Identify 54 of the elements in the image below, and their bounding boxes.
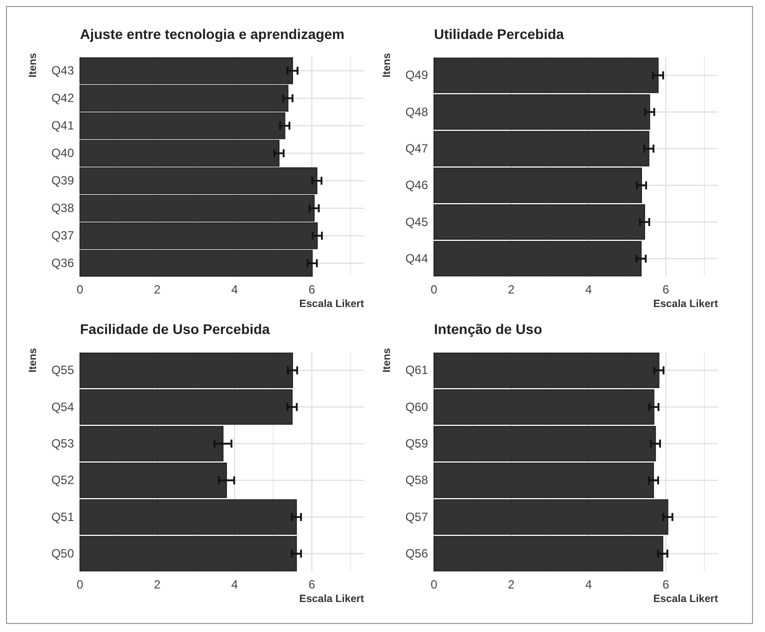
y-tick-label: Q53 <box>51 436 74 451</box>
y-axis-title: Itens <box>27 52 39 78</box>
x-axis-title: Escala Likert <box>653 298 718 310</box>
x-tick-label: 2 <box>154 578 161 592</box>
y-tick-label: Q55 <box>51 363 74 378</box>
x-tick-label: 0 <box>430 282 438 297</box>
x-tick-label: 2 <box>508 578 515 592</box>
x-tick-label: 4 <box>231 282 238 297</box>
chart-title: Intenção de Uso <box>434 321 542 337</box>
y-axis-title: Itens <box>27 348 39 373</box>
x-tick-label: 2 <box>508 282 515 297</box>
x-axis-title: Escala Likert <box>299 298 364 310</box>
chart-title: Utilidade Percebida <box>434 26 564 42</box>
x-tick-label: 4 <box>231 578 238 592</box>
x-tick-label: 2 <box>154 282 161 297</box>
y-tick-label: Q47 <box>405 142 428 156</box>
chart-title: Facilidade de Uso Percebida <box>80 321 270 337</box>
x-tick-label: 6 <box>308 578 316 592</box>
y-tick-label: Q51 <box>51 510 74 524</box>
x-tick-label: 0 <box>430 578 438 592</box>
y-tick-label: Q36 <box>51 256 74 270</box>
x-tick-label: 6 <box>308 282 316 297</box>
x-axis-title: Escala Likert <box>299 593 364 605</box>
y-tick-label: Q48 <box>405 104 428 119</box>
y-tick-label: Q61 <box>405 363 428 378</box>
y-tick-label: Q45 <box>405 214 428 229</box>
y-tick-label: Q56 <box>405 546 428 561</box>
y-tick-label: Q59 <box>405 436 428 451</box>
x-tick-label: 6 <box>662 578 670 592</box>
x-tick-label: 4 <box>585 282 592 297</box>
x-tick-label: 6 <box>662 282 670 297</box>
y-tick-label: Q50 <box>51 546 74 561</box>
chart-title: Ajuste entre tecnologia e aprendizagem <box>80 26 345 42</box>
x-tick-label: 0 <box>76 578 84 592</box>
y-tick-label: Q42 <box>51 91 74 106</box>
y-tick-label: Q41 <box>51 118 74 133</box>
y-tick-label: Q60 <box>405 400 428 414</box>
y-tick-label: Q40 <box>51 146 74 160</box>
y-tick-label: Q52 <box>51 473 74 488</box>
y-tick-label: Q57 <box>405 510 428 524</box>
y-tick-label: Q43 <box>51 64 74 78</box>
y-tick-label: Q54 <box>51 400 74 414</box>
y-tick-label: Q38 <box>51 201 74 216</box>
y-tick-label: Q46 <box>405 178 428 192</box>
y-tick-label: Q39 <box>51 174 74 188</box>
y-tick-label: Q49 <box>405 68 428 82</box>
y-tick-label: Q37 <box>51 228 74 243</box>
x-tick-label: 0 <box>76 282 84 297</box>
y-axis-title: Itens <box>381 52 393 78</box>
y-axis-title: Itens <box>381 348 393 373</box>
y-tick-label: Q58 <box>405 473 428 488</box>
x-axis-title: Escala Likert <box>653 593 718 605</box>
x-tick-label: 4 <box>585 578 592 592</box>
y-tick-label: Q44 <box>405 252 428 266</box>
